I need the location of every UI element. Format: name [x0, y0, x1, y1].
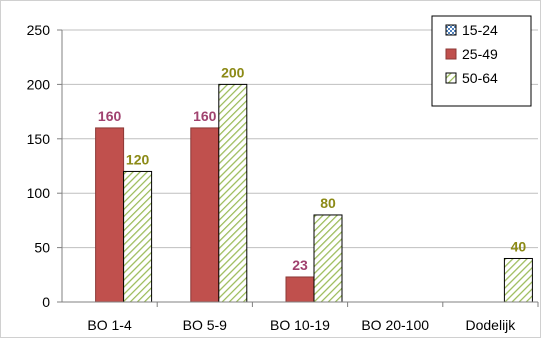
data-label: 160: [193, 108, 217, 124]
legend: 15-24 25-49 50-64: [431, 15, 532, 107]
bar-25-49-bo-10-19: [285, 276, 315, 303]
y-tick-label: 0: [42, 294, 50, 310]
bar-50-64-bo-10-19: [313, 214, 343, 303]
data-label: 120: [126, 151, 150, 167]
legend-swatch: [445, 48, 457, 60]
bar-25-49-bo-5-9: [190, 127, 220, 303]
x-tick-label: BO 5-9: [183, 317, 228, 333]
bar-50-64-bo-1-4: [123, 170, 153, 303]
data-labels: 160 160 23 120 200 80 40: [98, 64, 526, 273]
axes: 0 50 100 150 200 250 BO 1-4 BO 5-9 BO 10-19 BO 20…: [27, 22, 539, 333]
legend-label: 15-24: [462, 22, 498, 38]
bars: [95, 83, 533, 303]
y-tick-label: 250: [27, 22, 51, 38]
data-label: 40: [511, 238, 527, 254]
legend-label: 25-49: [462, 46, 498, 62]
x-tick-label: Dodelijk: [465, 317, 516, 333]
data-label: 80: [320, 195, 336, 211]
data-label: 160: [98, 108, 122, 124]
y-tick-label: 50: [34, 240, 50, 256]
bar-50-64-bo-5-9: [218, 83, 248, 303]
x-tick-label: BO 20-100: [361, 317, 429, 333]
legend-swatch: [445, 72, 457, 84]
x-tick-label: BO 10-19: [270, 317, 330, 333]
legend-swatch: [445, 24, 457, 36]
bar-25-49-bo-1-4: [95, 127, 125, 303]
x-tick-label: BO 1-4: [87, 317, 132, 333]
bar-50-64-dodelijk: [503, 257, 533, 303]
y-tick-label: 150: [27, 131, 51, 147]
data-label: 200: [221, 64, 245, 80]
data-label: 23: [292, 257, 308, 273]
y-tick-label: 200: [27, 76, 51, 92]
y-tick-label: 100: [27, 185, 51, 201]
legend-label: 50-64: [462, 70, 498, 86]
